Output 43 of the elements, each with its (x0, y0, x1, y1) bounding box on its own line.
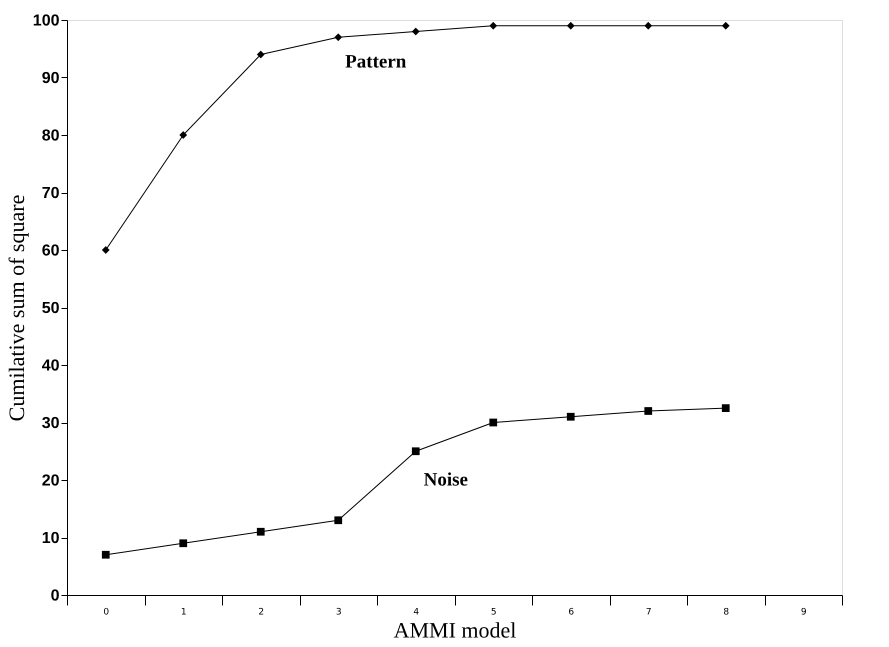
point (489, 22, 498, 30)
x-axis-title: AMMI model (394, 618, 516, 642)
x-tick-label: 1 (180, 608, 187, 618)
y-tick-label: 40 (42, 358, 60, 374)
x-tick-label: 9 (800, 608, 807, 618)
point (566, 412, 575, 421)
x-tick-label: 5 (490, 608, 497, 618)
point (412, 28, 420, 36)
y-tick-label: 60 (42, 242, 60, 260)
point (722, 22, 730, 30)
point (566, 22, 575, 30)
point (256, 50, 265, 58)
y-tick-label: 20 (42, 472, 60, 490)
y-tick-label: 90 (42, 70, 60, 87)
point (179, 539, 188, 548)
point (256, 528, 265, 536)
point (722, 404, 730, 412)
point (644, 407, 652, 415)
y-tick-label: 50 (42, 300, 60, 317)
y-tick-label: 30 (42, 415, 60, 432)
point (412, 447, 420, 456)
point (334, 516, 342, 524)
series-label: Noise (424, 469, 468, 490)
point (644, 22, 652, 30)
x-tick-label: 2 (258, 608, 264, 618)
x-tick-label: 3 (336, 608, 342, 618)
point (334, 33, 342, 42)
x-tick-label: 6 (568, 608, 574, 618)
point (179, 131, 188, 139)
y-axis-title: Cumilative sum of square (4, 194, 29, 422)
point (102, 246, 110, 254)
y-tick-label: 70 (42, 185, 60, 202)
point (102, 550, 110, 559)
y-tick-label: 80 (42, 128, 60, 144)
y-tick-label: 0 (50, 588, 60, 604)
x-tick-label: 4 (413, 608, 420, 618)
series-label: Pattern (345, 52, 407, 72)
point (489, 418, 498, 426)
x-tick-label: 0 (103, 608, 110, 618)
x-tick-label: 7 (646, 608, 652, 618)
y-tick-label: 10 (42, 530, 60, 547)
y-tick-label: 100 (32, 12, 60, 30)
x-tick-label: 8 (723, 608, 730, 618)
